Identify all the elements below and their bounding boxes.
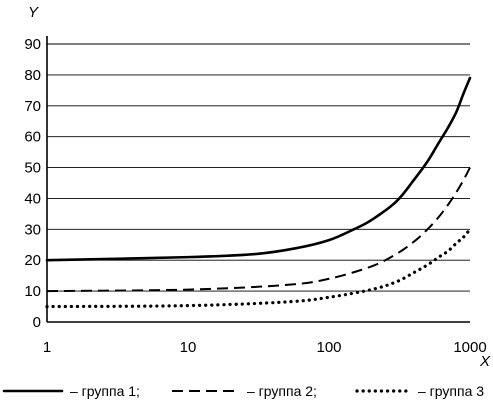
y-tick-label: 10 xyxy=(24,283,41,300)
series-lines xyxy=(45,76,472,309)
x-tick-label: 10 xyxy=(180,339,197,356)
series-line-1 xyxy=(45,76,472,262)
x-axis-title: X xyxy=(479,353,491,370)
axes xyxy=(46,36,470,323)
series-line-2 xyxy=(46,167,471,293)
y-tick-label: 0 xyxy=(33,314,41,331)
x-tick-label: 1000 xyxy=(453,339,486,356)
tick-labels: 0 10 20 30 40 50 60 70 80 90 1 10 100 1000 xyxy=(24,36,486,356)
legend-label-2: – группа 2; xyxy=(247,383,317,399)
legend-label-1: – группа 1; xyxy=(70,383,140,399)
legend-label-3: – группа 3 xyxy=(418,383,484,399)
x-tick-label: 100 xyxy=(316,339,341,356)
y-tick-label: 90 xyxy=(24,36,41,53)
y-tick-label: 70 xyxy=(24,98,41,115)
y-tick-label: 40 xyxy=(24,190,41,207)
series-line-3 xyxy=(45,227,472,309)
y-tick-label: 80 xyxy=(24,67,41,84)
legend: – группа 1; – группа 2; – группа 3 xyxy=(2,383,484,399)
y-tick-label: 50 xyxy=(24,160,41,177)
y-tick-label: 30 xyxy=(24,221,41,238)
y-tick-label: 60 xyxy=(24,129,41,146)
grid-lines xyxy=(47,43,470,292)
y-axis-title: Y xyxy=(28,4,39,21)
y-tick-label: 20 xyxy=(24,252,41,269)
x-tick-label: 1 xyxy=(43,339,51,356)
